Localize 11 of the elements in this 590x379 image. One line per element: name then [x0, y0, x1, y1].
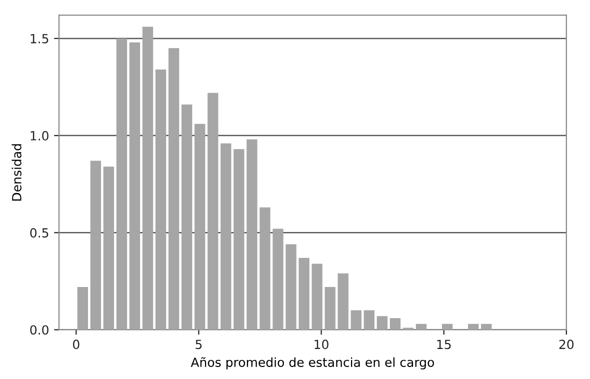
y-tick-label: 0.5	[30, 228, 48, 238]
x-tick-label: 0	[73, 340, 80, 350]
x-tick-label: 10	[314, 340, 328, 350]
y-tick-label: 1.5	[30, 34, 48, 44]
x-tick-label: 20	[559, 340, 574, 350]
y-axis-title: Densidad	[12, 144, 22, 201]
x-axis-title: Años promedio de estancia en el cargo	[190, 357, 434, 370]
x-tick-label: 5	[196, 340, 202, 350]
y-tick-label: 1.0	[30, 131, 48, 140]
y-tick-label: 0.0	[30, 325, 48, 335]
x-tick-label: 15	[437, 340, 451, 350]
